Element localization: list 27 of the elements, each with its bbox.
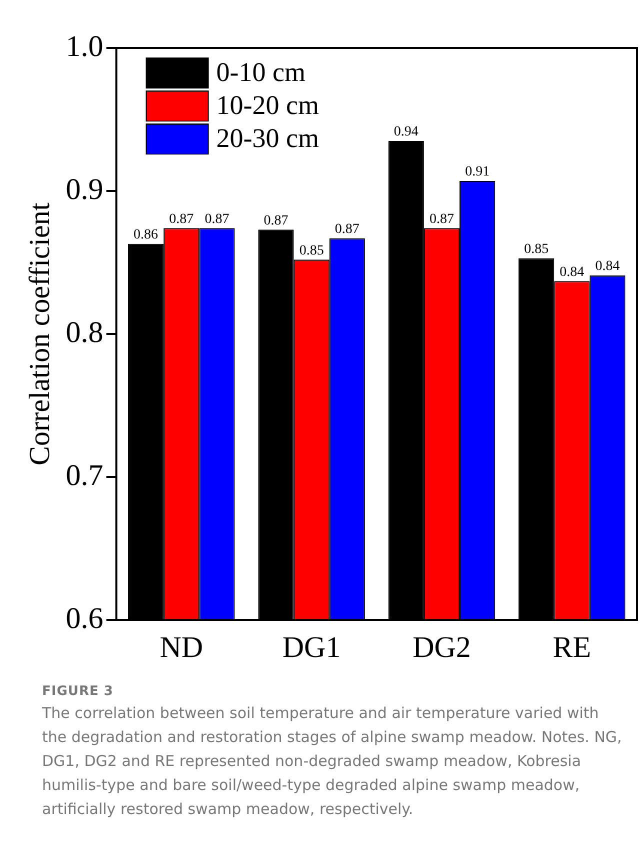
- data-label: 0.84: [560, 264, 584, 280]
- x-tick-label: RE: [552, 630, 592, 664]
- data-label: 0.85: [524, 242, 549, 257]
- data-label: 0.87: [429, 212, 454, 227]
- data-label: 0.85: [299, 243, 324, 258]
- data-label: 0.94: [394, 124, 418, 140]
- data-label: 0.84: [595, 259, 620, 274]
- y-tick-label: 0.6: [66, 602, 104, 635]
- y-tick-label: 0.7: [66, 458, 104, 492]
- data-label: 0.87: [334, 222, 360, 237]
- data-label: 0.87: [204, 212, 230, 227]
- x-tick-label: DG2: [412, 630, 471, 664]
- caption: FIGURE 3: [42, 684, 114, 699]
- x-tick-label: ND: [160, 630, 204, 664]
- legend-label: 10-20 cm: [216, 90, 320, 120]
- y-tick-label: 0.9: [66, 172, 104, 206]
- y-tick-label: 0.8: [66, 316, 104, 349]
- data-label: 0.87: [169, 212, 194, 227]
- text: The correlation between soil temperature and air temperature varied with the degradation and restoration stages of alpine swamp meadow. Notes. NG, DG1, DG2 and RE represented non-degraded swamp meadow, Kobresia humilis-type and bare soil/weed-type degraded alpine swamp meadow, artificially restored swamp meadow, respectively.: [42, 703, 622, 820]
- legend-label: 20-30 cm: [216, 123, 320, 154]
- x-tick-label: DG1: [282, 630, 341, 664]
- data-label: 0.86: [134, 228, 158, 243]
- legend-label: 0-10 cm: [216, 57, 306, 88]
- data-label: 0.91: [465, 164, 490, 180]
- data-label: 0.87: [264, 213, 288, 228]
- y-axis-title: Correlation coefficient: [24, 202, 56, 466]
- y-tick-label: 1.0: [66, 30, 104, 63]
